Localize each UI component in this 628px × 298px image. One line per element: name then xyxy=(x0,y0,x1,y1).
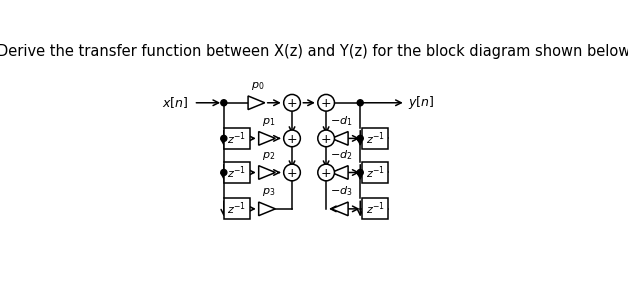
Text: $x[n]$: $x[n]$ xyxy=(162,95,188,110)
Polygon shape xyxy=(248,96,265,110)
Text: $y[n]$: $y[n]$ xyxy=(408,94,435,111)
Polygon shape xyxy=(259,202,275,216)
Text: $z^{-1}$: $z^{-1}$ xyxy=(366,130,385,147)
Text: $z^{-1}$: $z^{-1}$ xyxy=(227,164,246,181)
Circle shape xyxy=(318,130,335,147)
Text: $-d_2$: $-d_2$ xyxy=(330,148,352,162)
Polygon shape xyxy=(259,166,275,179)
Text: Derive the transfer function between X(z) and Y(z) for the block diagram shown b: Derive the transfer function between X(z… xyxy=(0,44,628,59)
Circle shape xyxy=(318,94,335,111)
Text: $p_0$: $p_0$ xyxy=(251,80,264,92)
Circle shape xyxy=(284,164,300,181)
Text: +: + xyxy=(321,133,332,146)
Circle shape xyxy=(221,170,227,176)
Circle shape xyxy=(221,135,227,142)
Text: +: + xyxy=(287,133,297,146)
Text: $z^{-1}$: $z^{-1}$ xyxy=(366,164,385,181)
Text: +: + xyxy=(321,167,332,180)
Text: $-d_3$: $-d_3$ xyxy=(330,184,352,198)
Bar xyxy=(224,128,249,149)
Circle shape xyxy=(284,94,300,111)
Text: $z^{-1}$: $z^{-1}$ xyxy=(227,130,246,147)
Circle shape xyxy=(318,164,335,181)
Text: +: + xyxy=(287,97,297,110)
Circle shape xyxy=(221,100,227,106)
Text: $-d_1$: $-d_1$ xyxy=(330,114,352,128)
Bar xyxy=(362,162,388,183)
Bar xyxy=(224,162,249,183)
Polygon shape xyxy=(332,132,348,145)
Text: $z^{-1}$: $z^{-1}$ xyxy=(366,201,385,217)
Text: $p_1$: $p_1$ xyxy=(262,116,275,128)
Circle shape xyxy=(357,135,363,142)
Circle shape xyxy=(357,170,363,176)
Bar xyxy=(362,128,388,149)
Text: $z^{-1}$: $z^{-1}$ xyxy=(227,201,246,217)
Polygon shape xyxy=(332,202,348,216)
Text: +: + xyxy=(287,167,297,180)
Polygon shape xyxy=(332,166,348,179)
Bar xyxy=(224,198,249,219)
Circle shape xyxy=(284,130,300,147)
Bar xyxy=(362,198,388,219)
Circle shape xyxy=(357,100,363,106)
Text: $p_3$: $p_3$ xyxy=(262,186,275,198)
Text: $p_2$: $p_2$ xyxy=(262,150,275,162)
Text: +: + xyxy=(321,97,332,110)
Polygon shape xyxy=(259,132,275,145)
